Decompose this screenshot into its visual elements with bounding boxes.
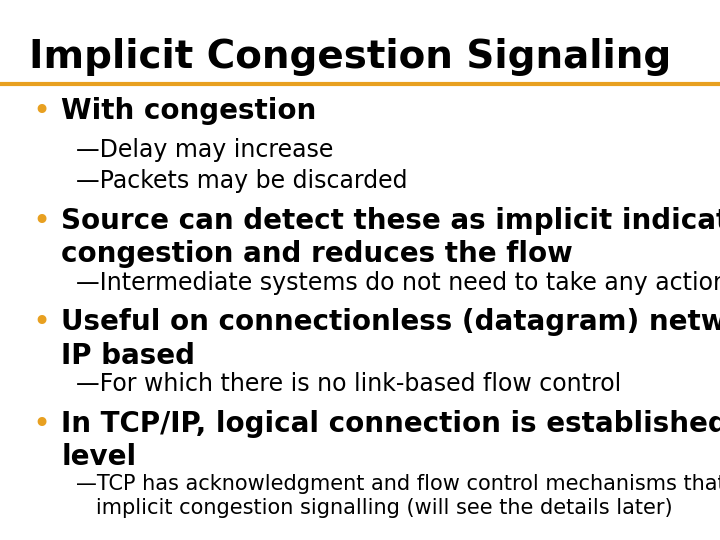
Text: —Delay may increase: —Delay may increase xyxy=(76,138,333,161)
Text: •: • xyxy=(32,97,50,126)
Text: —For which there is no link-based flow control: —For which there is no link-based flow c… xyxy=(76,372,621,396)
Text: •: • xyxy=(32,410,50,439)
Text: •: • xyxy=(32,308,50,338)
Text: —Intermediate systems do not need to take any action: —Intermediate systems do not need to tak… xyxy=(76,271,720,294)
Text: In TCP/IP, logical connection is established in TCP
level: In TCP/IP, logical connection is establi… xyxy=(61,410,720,471)
Text: —TCP has acknowledgment and flow control mechanisms that help
   implicit conges: —TCP has acknowledgment and flow control… xyxy=(76,474,720,518)
Text: Source can detect these as implicit indications of
congestion and reduces the fl: Source can detect these as implicit indi… xyxy=(61,207,720,268)
Text: Implicit Congestion Signaling: Implicit Congestion Signaling xyxy=(29,38,671,76)
Text: With congestion: With congestion xyxy=(61,97,317,125)
Text: —Packets may be discarded: —Packets may be discarded xyxy=(76,169,407,193)
Text: •: • xyxy=(32,207,50,236)
Text: Useful on connectionless (datagram) networks, e.g.
IP based: Useful on connectionless (datagram) netw… xyxy=(61,308,720,370)
